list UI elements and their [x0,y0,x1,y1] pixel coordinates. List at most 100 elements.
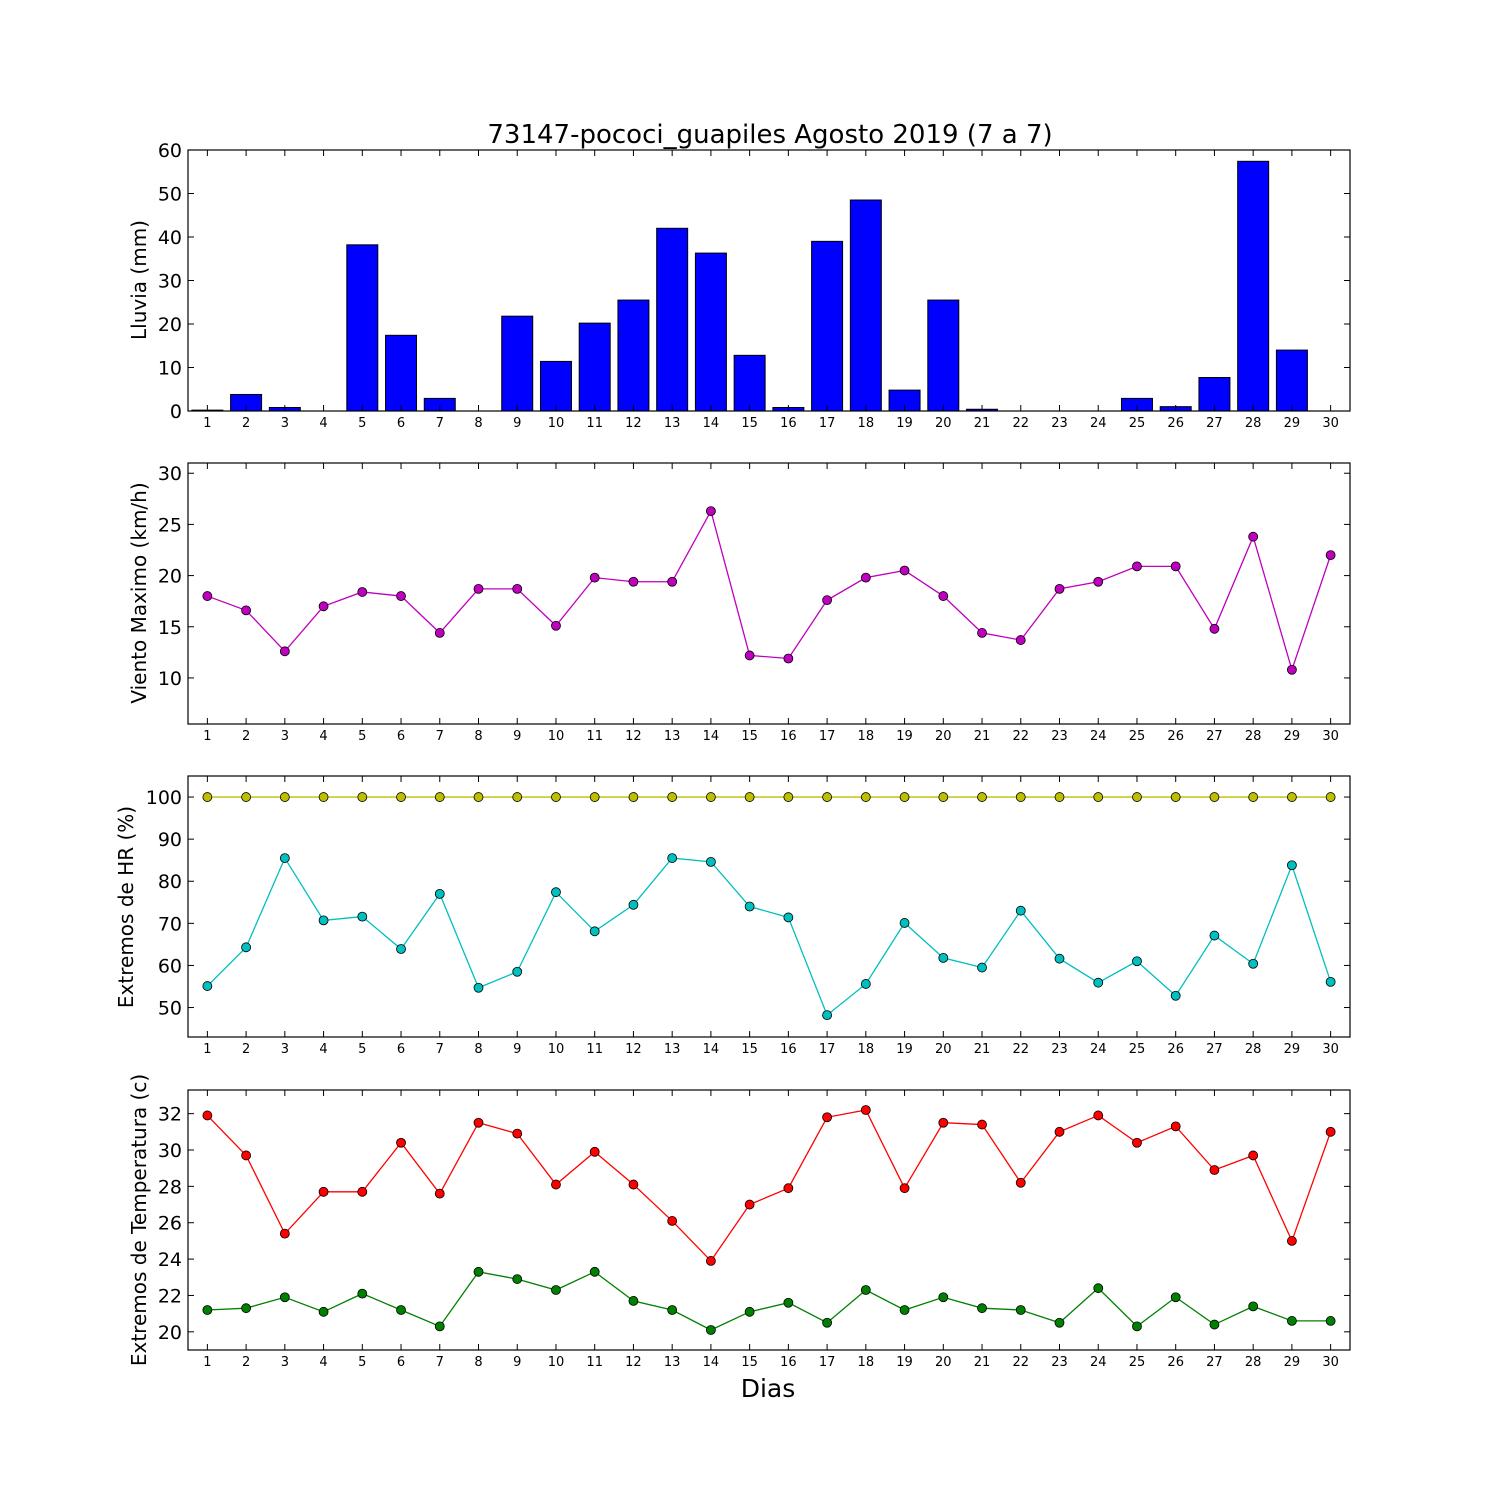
point-temperatura-0-day-25 [1132,1137,1142,1148]
y-tick-label-temperatura: 30 [158,1140,182,1162]
point-temperatura-0-day-22 [1015,1177,1026,1188]
x-tick-label-temperatura: 30 [1322,1355,1339,1370]
point-viento-0-day-9 [512,583,523,594]
x-tick-label-viento: 9 [513,729,521,744]
point-hr-1-day-5 [357,911,368,922]
x-tick-label-hr: 7 [436,1042,444,1057]
x-tick-label-lluvia: 2 [242,416,250,431]
x-tick-label-viento: 19 [896,729,913,744]
point-viento-0-day-22 [1015,635,1026,645]
x-tick-label-temperatura: 9 [513,1355,521,1370]
x-tick-label-hr: 23 [1051,1042,1068,1057]
point-viento-0-day-6 [396,591,406,601]
point-temperatura-1-day-14 [706,1325,716,1335]
y-axis-label-temperatura: Extremos de Temperatura (c) [127,1074,151,1366]
point-temperatura-1-day-13 [667,1305,678,1315]
point-temperatura-0-day-30 [1325,1126,1336,1137]
point-hr-0-day-1 [202,792,213,802]
point-hr-0-day-4 [318,792,329,802]
x-tick-label-hr: 16 [780,1042,797,1057]
x-tick-label-viento: 17 [819,729,836,744]
point-hr-1-day-22 [1015,905,1026,916]
y-tick-label-temperatura: 20 [158,1322,182,1344]
x-tick-label-temperatura: 17 [819,1355,836,1370]
x-tick-label-temperatura: 19 [896,1355,913,1370]
point-hr-0-day-26 [1170,792,1181,802]
point-hr-0-day-17 [822,792,832,802]
point-viento-0-day-21 [977,628,987,638]
point-hr-0-day-24 [1093,792,1104,802]
point-viento-0-day-1 [202,591,213,601]
x-tick-label-hr: 4 [319,1042,327,1057]
point-temperatura-0-day-1 [202,1110,213,1121]
point-temperatura-1-day-21 [977,1303,987,1314]
point-temperatura-0-day-7 [434,1188,445,1199]
y-tick-label-hr: 90 [158,829,182,851]
x-tick-label-temperatura: 6 [397,1355,405,1370]
y-tick-label-temperatura: 28 [158,1176,182,1198]
point-temperatura-1-day-29 [1287,1316,1297,1326]
y-tick-label-lluvia: 30 [158,271,182,293]
x-tick-label-temperatura: 24 [1090,1355,1107,1370]
point-temperatura-0-day-13 [667,1216,678,1226]
point-temperatura-1-day-17 [822,1317,832,1328]
point-hr-1-day-17 [822,1010,832,1021]
x-tick-label-viento: 3 [281,729,289,744]
x-tick-label-temperatura: 25 [1129,1355,1146,1370]
point-hr-0-day-7 [434,792,445,802]
x-tick-label-viento: 30 [1322,729,1339,744]
x-tick-label-hr: 26 [1167,1042,1184,1057]
x-tick-label-temperatura: 21 [974,1355,991,1370]
x-tick-label-lluvia: 28 [1245,416,1262,431]
bar-day-17 [811,240,844,412]
point-temperatura-0-day-16 [783,1183,794,1194]
series-line-temperatura-0 [206,1109,1332,1262]
x-tick-label-hr: 8 [474,1042,482,1057]
point-viento-0-day-13 [667,576,678,587]
point-hr-1-day-20 [938,952,949,963]
point-temperatura-0-day-6 [396,1137,406,1148]
x-tick-label-temperatura: 12 [625,1355,642,1370]
point-temperatura-1-day-20 [938,1292,949,1303]
point-hr-0-day-20 [938,792,949,802]
point-temperatura-1-day-30 [1325,1316,1336,1326]
point-temperatura-0-day-12 [628,1179,639,1190]
x-tick-label-lluvia: 26 [1167,416,1184,431]
x-tick-label-lluvia: 15 [741,416,758,431]
x-tick-label-hr: 19 [896,1042,913,1057]
point-hr-0-day-29 [1287,792,1297,802]
x-tick-label-viento: 21 [974,729,991,744]
y-tick-label-lluvia: 50 [158,184,182,206]
y-tick-label-viento: 10 [158,668,182,690]
point-temperatura-0-day-21 [977,1119,987,1130]
x-tick-label-lluvia: 8 [474,416,482,431]
point-temperatura-1-day-9 [512,1274,523,1284]
x-tick-label-lluvia: 13 [664,416,681,431]
point-hr-1-day-25 [1132,956,1142,967]
point-hr-1-day-19 [899,918,910,928]
point-hr-1-day-4 [318,915,329,926]
y-tick-label-hr: 80 [158,871,182,893]
point-temperatura-0-day-20 [938,1117,949,1128]
point-hr-0-day-6 [396,792,406,802]
x-tick-label-hr: 5 [358,1042,366,1057]
x-tick-label-lluvia: 27 [1206,416,1223,431]
x-tick-label-viento: 11 [586,729,603,744]
x-tick-label-viento: 25 [1129,729,1146,744]
chart-title: 73147-pococi_guapiles Agosto 2019 (7 a 7… [487,120,1052,150]
x-axis-label: Dias [741,1374,796,1403]
x-tick-label-temperatura: 20 [935,1355,952,1370]
point-hr-1-day-26 [1170,990,1181,1001]
point-hr-1-day-10 [551,887,561,898]
axes-frame-viento [187,462,1351,725]
y-axis-label-viento: Viento Maximo (km/h) [127,482,151,703]
x-tick-label-viento: 12 [625,729,642,744]
point-viento-0-day-8 [473,583,484,594]
point-hr-1-day-21 [977,962,987,973]
x-tick-label-temperatura: 26 [1167,1355,1184,1370]
x-tick-label-lluvia: 1 [203,416,211,431]
y-tick-label-hr: 50 [158,998,182,1020]
point-temperatura-1-day-8 [473,1266,484,1277]
